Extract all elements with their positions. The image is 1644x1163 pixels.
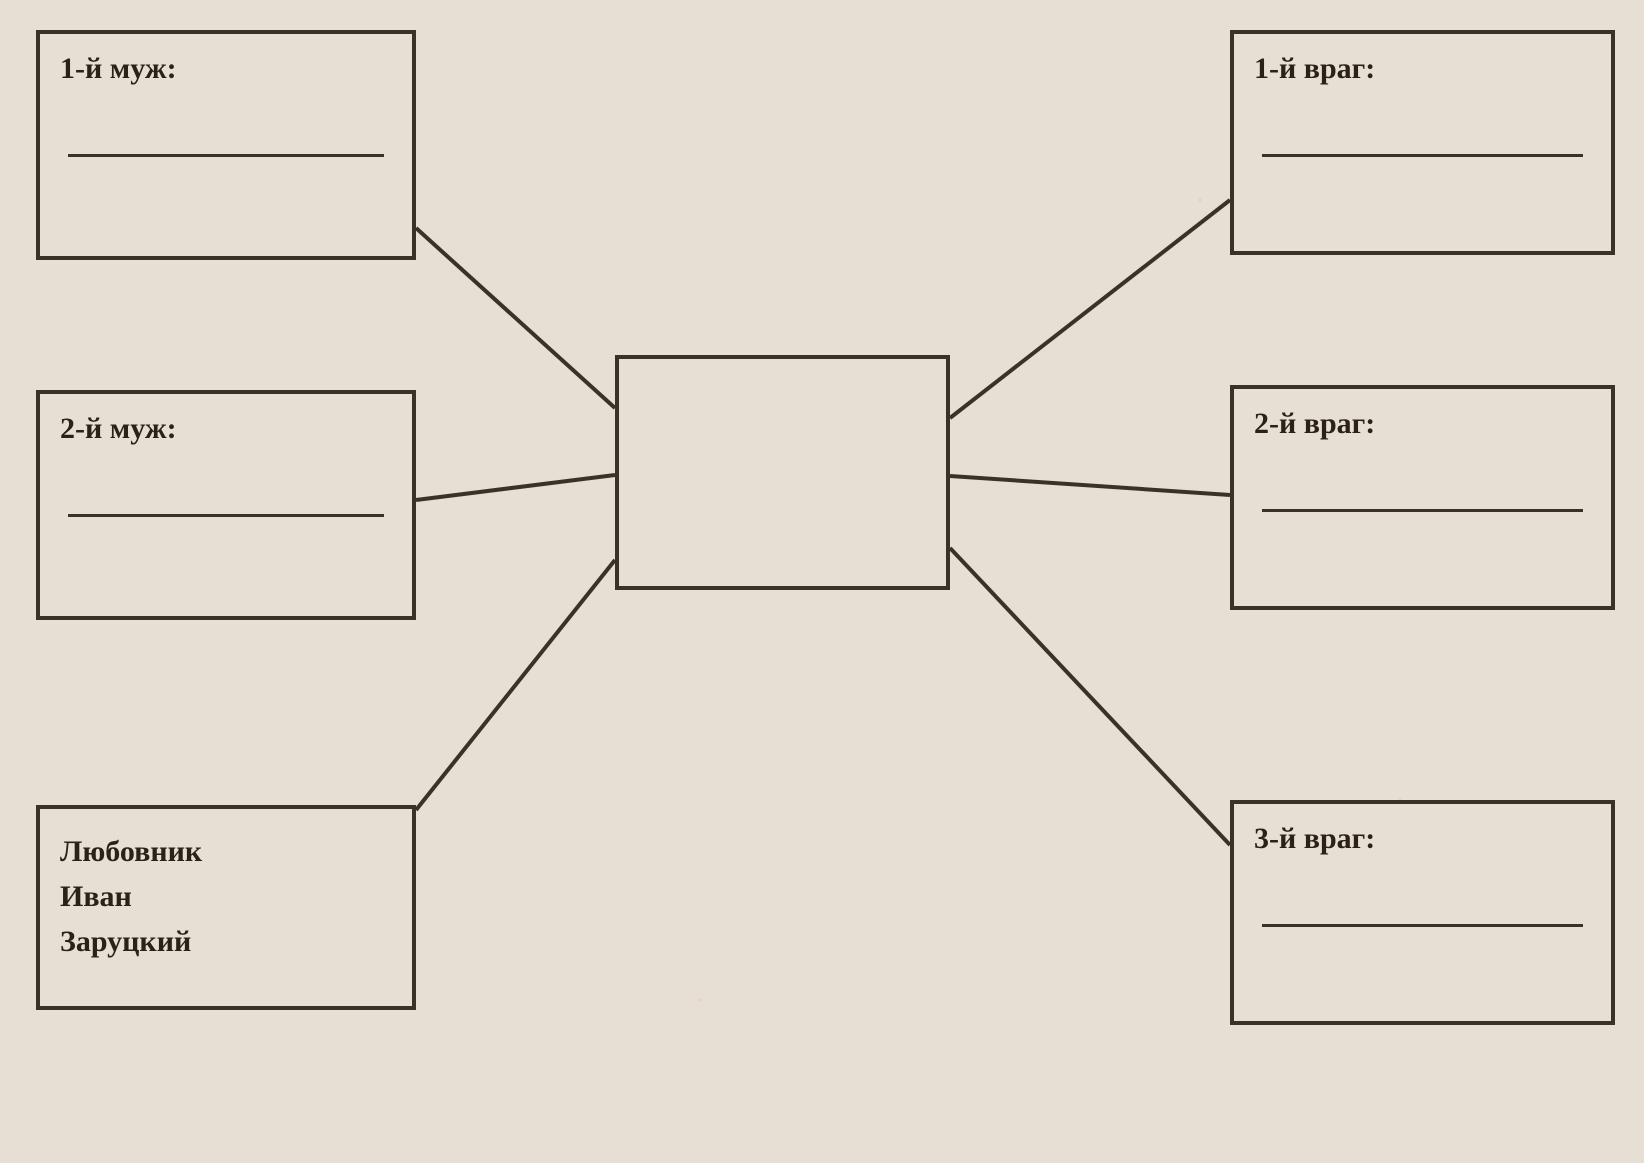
edge-enemy1-center <box>950 200 1230 418</box>
blank-line-enemy3 <box>1262 924 1583 927</box>
blank-line-enemy1 <box>1262 154 1583 157</box>
box-enemy2: 2-й враг: <box>1230 385 1615 610</box>
label-enemy3: 3-й враг: <box>1234 804 1611 864</box>
box-lover: ЛюбовникИванЗаруцкий <box>36 805 416 1010</box>
edge-husband1-center <box>416 228 615 408</box>
box-husband2: 2-й муж: <box>36 390 416 620</box>
label-enemy1: 1-й враг: <box>1234 34 1611 94</box>
edge-enemy2-center <box>950 476 1230 495</box>
blank-line-enemy2 <box>1262 509 1583 512</box>
edge-husband2-center <box>416 475 615 500</box>
edge-lover-center <box>416 560 615 810</box>
box-husband1: 1-й муж: <box>36 30 416 260</box>
label-husband2: 2-й муж: <box>40 394 412 454</box>
blank-line-husband2 <box>68 514 384 517</box>
label-enemy2: 2-й враг: <box>1234 389 1611 449</box>
box-enemy3: 3-й враг: <box>1230 800 1615 1025</box>
box-center <box>615 355 950 590</box>
blank-line-husband1 <box>68 154 384 157</box>
box-enemy1: 1-й враг: <box>1230 30 1615 255</box>
edge-enemy3-center <box>950 548 1230 845</box>
text-lover: ЛюбовникИванЗаруцкий <box>40 809 412 972</box>
label-husband1: 1-й муж: <box>40 34 412 94</box>
